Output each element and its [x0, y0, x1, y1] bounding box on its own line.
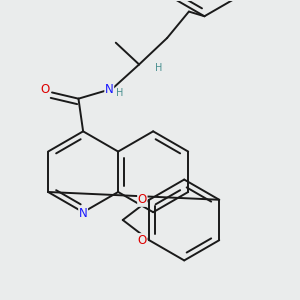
- Text: N: N: [105, 83, 114, 96]
- Text: O: O: [138, 234, 147, 247]
- Text: N: N: [79, 207, 88, 220]
- Text: O: O: [40, 83, 50, 97]
- Text: O: O: [138, 193, 147, 206]
- Text: H: H: [155, 63, 162, 73]
- Text: H: H: [116, 88, 124, 98]
